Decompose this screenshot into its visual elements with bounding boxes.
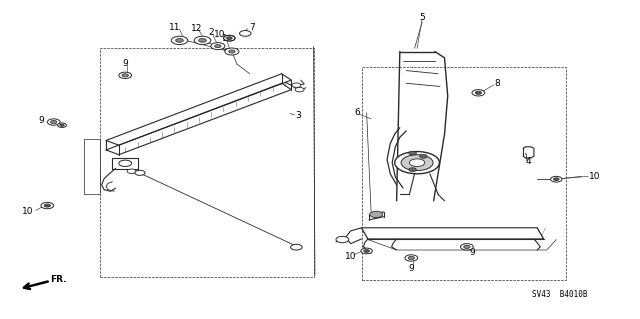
Text: 11: 11	[169, 23, 180, 32]
Circle shape	[198, 39, 206, 42]
Circle shape	[227, 37, 232, 40]
Text: 1: 1	[222, 34, 228, 43]
Circle shape	[122, 74, 129, 77]
Polygon shape	[362, 228, 543, 239]
Circle shape	[410, 159, 425, 167]
Circle shape	[295, 87, 304, 92]
Circle shape	[214, 45, 221, 48]
Text: 7: 7	[249, 23, 255, 32]
Circle shape	[408, 256, 415, 260]
Circle shape	[47, 119, 60, 125]
Circle shape	[472, 90, 484, 96]
Circle shape	[127, 169, 136, 174]
Circle shape	[420, 154, 428, 158]
Circle shape	[239, 31, 251, 36]
Text: 10: 10	[345, 252, 356, 261]
Circle shape	[44, 204, 51, 207]
Text: 9: 9	[408, 263, 414, 273]
Circle shape	[395, 152, 440, 174]
Circle shape	[361, 248, 372, 254]
Circle shape	[172, 36, 188, 45]
Circle shape	[464, 245, 470, 249]
Circle shape	[475, 91, 481, 94]
Text: 3: 3	[296, 111, 301, 120]
Circle shape	[370, 211, 383, 218]
Circle shape	[228, 50, 235, 53]
Circle shape	[225, 48, 239, 55]
Text: 10: 10	[214, 30, 225, 39]
Text: 10: 10	[22, 207, 33, 216]
Circle shape	[211, 43, 225, 50]
Text: 9: 9	[38, 116, 44, 125]
Circle shape	[58, 123, 67, 127]
Circle shape	[550, 176, 562, 182]
Bar	[362, 67, 566, 280]
Text: 4: 4	[525, 157, 531, 166]
Text: 5: 5	[419, 13, 425, 22]
Circle shape	[405, 255, 418, 261]
Circle shape	[119, 72, 132, 78]
Circle shape	[194, 36, 211, 45]
Circle shape	[135, 170, 145, 175]
Text: FR.: FR.	[50, 275, 67, 284]
Circle shape	[175, 39, 183, 42]
Text: 8: 8	[495, 79, 500, 88]
Circle shape	[336, 236, 349, 243]
Circle shape	[51, 121, 57, 123]
Text: 9: 9	[469, 248, 475, 257]
Text: 10: 10	[589, 172, 600, 181]
Circle shape	[409, 168, 417, 172]
Text: 12: 12	[191, 24, 202, 33]
Circle shape	[291, 244, 302, 250]
Text: SV43  B4010B: SV43 B4010B	[532, 290, 588, 299]
Circle shape	[554, 178, 559, 181]
Circle shape	[223, 35, 235, 41]
Circle shape	[409, 151, 417, 155]
Text: 6: 6	[354, 108, 360, 117]
Circle shape	[461, 244, 473, 250]
Text: 2: 2	[209, 28, 214, 37]
Circle shape	[292, 83, 301, 87]
Circle shape	[119, 160, 132, 167]
Bar	[100, 48, 314, 277]
Circle shape	[401, 155, 433, 171]
Text: 9: 9	[122, 59, 128, 68]
Circle shape	[60, 124, 64, 126]
Circle shape	[41, 202, 54, 209]
Circle shape	[364, 249, 369, 252]
